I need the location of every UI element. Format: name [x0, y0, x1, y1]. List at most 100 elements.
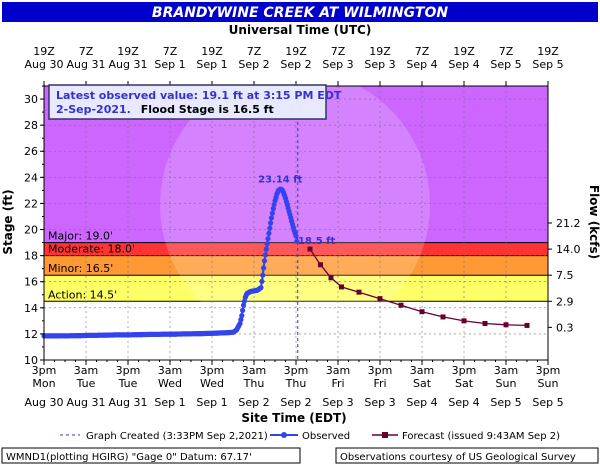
x-tick-day: Sun: [496, 377, 517, 390]
observed-point: [267, 225, 273, 231]
forecast-point: [328, 275, 334, 281]
top-tick-date: Sep 2: [238, 58, 269, 71]
top-tick-time: 7Z: [331, 45, 346, 58]
x-tick-day: Sat: [455, 377, 474, 390]
y2-tick-label: 14.0: [556, 243, 581, 256]
category-label-minor: Minor: 16.5': [48, 262, 113, 275]
x-tick-time: 3pm: [32, 364, 57, 377]
x-tick-day: Tue: [76, 377, 96, 390]
x-tick-day: Sat: [413, 377, 432, 390]
category-label-moderate: Moderate: 18.0': [48, 243, 135, 256]
y2-tick-label: 21.2: [556, 217, 581, 230]
top-tick-time: 7Z: [247, 45, 262, 58]
observed-point: [271, 202, 277, 208]
x-tick-time: 3pm: [452, 364, 477, 377]
top-tick-date: Sep 3: [322, 58, 353, 71]
y-tick-label: 22: [24, 197, 38, 210]
observed-point: [294, 238, 300, 244]
top-tick-date: Sep 5: [532, 58, 563, 71]
top-tick-date: Sep 4: [406, 58, 437, 71]
x-tick-date: Sep 2: [238, 396, 269, 409]
top-tick-date: Sep 3: [364, 58, 395, 71]
x-tick-day: Fri: [373, 377, 386, 390]
top-tick-date: Aug 31: [109, 58, 148, 71]
x-tick-time: 3pm: [536, 364, 561, 377]
noaa-seal-watermark: [160, 70, 430, 340]
forecast-point: [461, 318, 467, 324]
observed-point: [265, 236, 271, 242]
x-tick-time: 3pm: [116, 364, 141, 377]
observed-point: [270, 206, 276, 212]
title-bar: [2, 2, 598, 22]
top-tick-time: 19Z: [537, 45, 559, 58]
x-tick-day: Mon: [32, 377, 55, 390]
x-tick-time: 3am: [494, 364, 518, 377]
top-axis-title: Universal Time (UTC): [229, 23, 372, 37]
observed-point: [258, 285, 264, 291]
x-tick-date: Aug 31: [67, 396, 106, 409]
observed-point: [261, 265, 267, 271]
info-flood-line: 2-Sep-2021. Flood Stage is 16.5 ft: [56, 103, 274, 116]
top-tick-date: Sep 1: [196, 58, 227, 71]
x-tick-day: Sun: [538, 377, 559, 390]
y-tick-label: 12: [24, 328, 38, 341]
info-date: 2-Sep-2021.: [56, 103, 131, 116]
y-tick-label: 14: [24, 302, 38, 315]
category-label-action: Action: 14.5': [48, 288, 117, 301]
x-tick-date: Sep 1: [154, 396, 185, 409]
top-tick-time: 19Z: [369, 45, 391, 58]
top-tick-time: 19Z: [285, 45, 307, 58]
x-tick-time: 3pm: [200, 364, 225, 377]
legend: Graph Created (3:33PM Sep 2,2021) Observ…: [60, 431, 560, 442]
footer-courtesy-box: [335, 447, 599, 464]
y-tick-label: 24: [24, 171, 38, 184]
top-tick-date: Sep 5: [490, 58, 521, 71]
x-tick-day: Thu: [243, 377, 265, 390]
forecast-point: [339, 284, 344, 290]
top-tick-date: Aug 31: [67, 58, 106, 71]
left-axis: 10 12 14 16 18 20 22 24 26 28 30: [24, 85, 44, 367]
x-tick-time: 3am: [410, 364, 434, 377]
right-axis: 0.3 2.9 7.5 14.0 21.2: [548, 217, 581, 334]
y-axis-label: Stage (ft): [1, 189, 15, 254]
y2-tick-label: 0.3: [556, 321, 574, 334]
top-tick-time: 19Z: [33, 45, 55, 58]
footer-courtesy: Observations courtesy of US Geological S…: [340, 452, 576, 463]
top-tick-time: 19Z: [453, 45, 475, 58]
observed-point: [268, 220, 274, 226]
x-tick-date: Sep 3: [322, 396, 353, 409]
observed-point: [240, 302, 247, 308]
observed-series: [41, 186, 300, 339]
y-tick-label: 10: [24, 354, 38, 367]
observed-point: [260, 272, 266, 278]
legend-forecast-marker: [382, 432, 388, 438]
observed-point: [262, 252, 268, 258]
x-tick-day: Thu: [285, 377, 307, 390]
info-box: [48, 84, 327, 120]
observed-point: [269, 210, 275, 216]
observed-point: [241, 298, 247, 304]
top-tick-time: 7Z: [79, 45, 94, 58]
forecast-point: [419, 309, 425, 315]
x-tick-time: 3am: [74, 364, 98, 377]
x-tick-date: Sep 5: [532, 396, 563, 409]
observed-point: [237, 320, 243, 327]
x-tick-day: Wed: [158, 377, 182, 390]
x-tick-date: Sep 3: [364, 396, 395, 409]
chart-title: BRANDYWINE CREEK AT WILMINGTON: [152, 5, 448, 21]
observed-point: [268, 215, 275, 221]
footer-datum-box: [1, 447, 301, 464]
x-tick-date: Sep 2: [280, 396, 311, 409]
x-tick-time: 3am: [326, 364, 350, 377]
band-minor: [44, 255, 548, 276]
legend-created: Graph Created (3:33PM Sep 2,2021): [86, 431, 268, 442]
forecast-point: [356, 289, 362, 295]
y-tick-label: 28: [24, 119, 38, 132]
legend-observed: Observed: [302, 431, 350, 442]
forecast-point: [524, 322, 530, 328]
peak-annotation: 23.14 ft: [258, 175, 302, 186]
top-tick-date: Sep 4: [448, 58, 479, 71]
